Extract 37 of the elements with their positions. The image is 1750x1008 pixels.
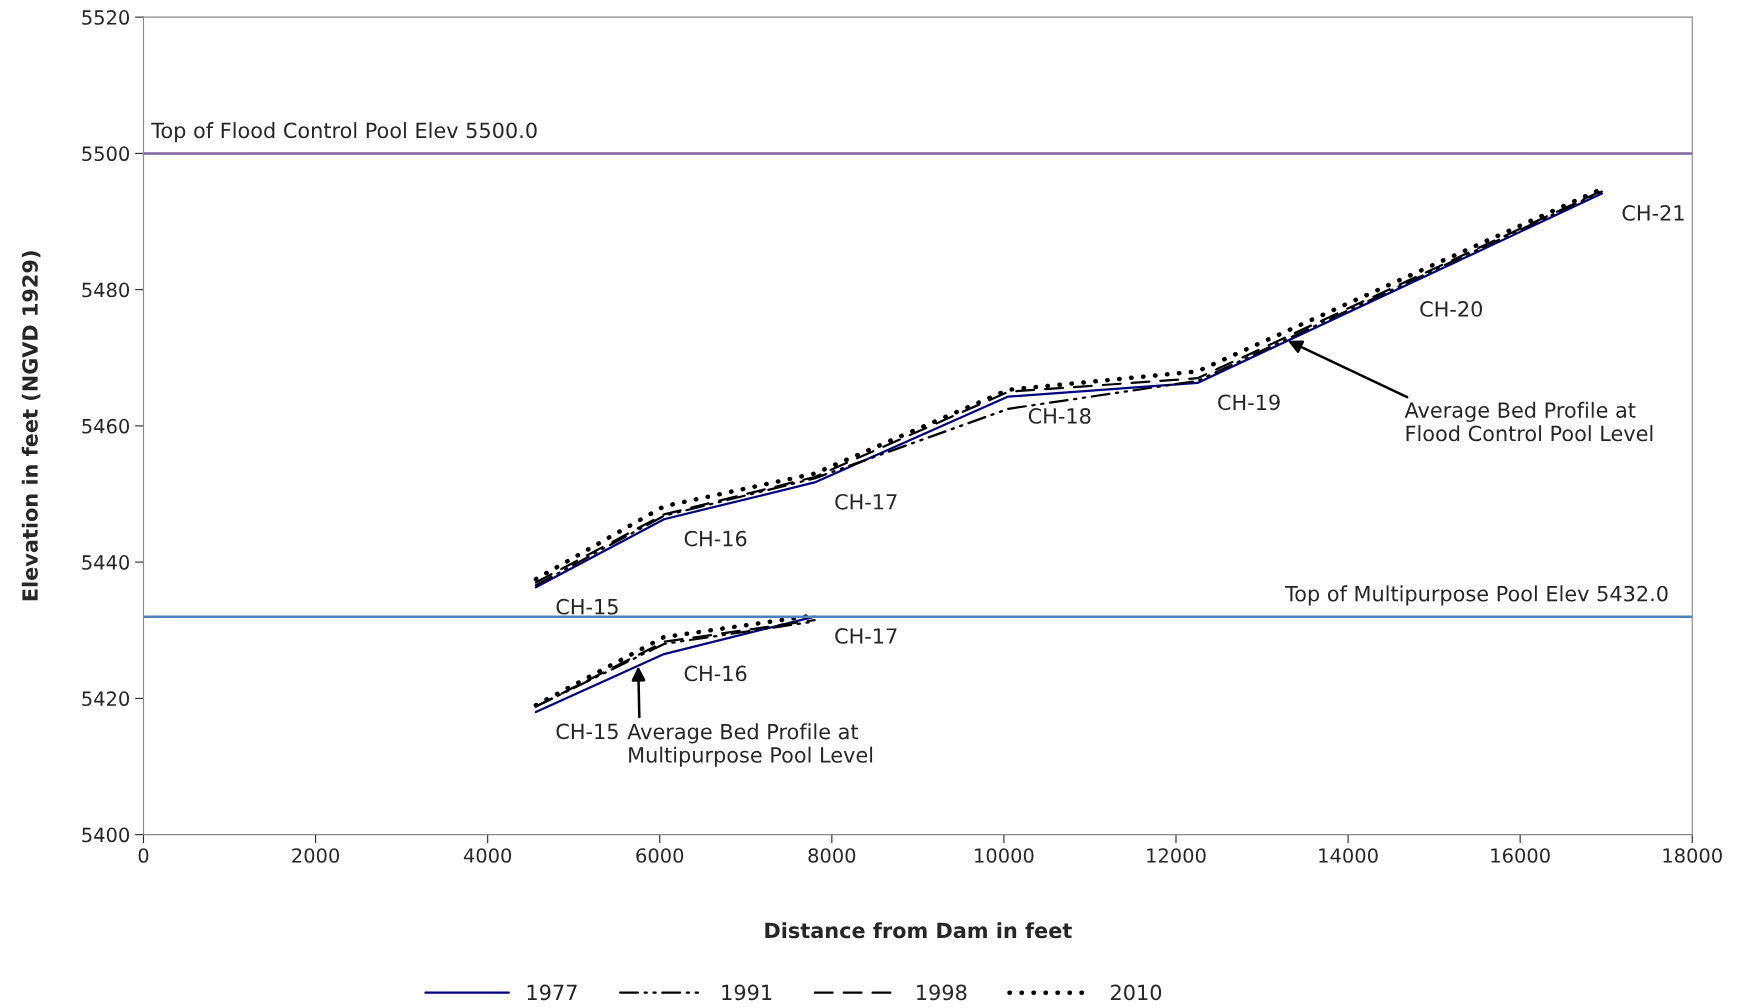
x-tick-label: 2000 [292,848,340,863]
annotation: CH-19 [1218,394,1280,411]
y-tick-label: 5500 [82,146,130,162]
y-axis-title: Elevation in feet (NGVD 1929) [21,251,41,601]
ref-line-label: Top of Multipurpose Pool Elev 5432.0 [1284,585,1668,606]
x-tick-label: 16000 [1491,848,1550,863]
x-tick-label: 4000 [463,848,512,863]
x-tick-label: 12000 [1147,848,1206,863]
annotation: CH-17 [835,493,897,510]
x-tick-label: 6000 [636,848,684,863]
legend-label: 2010 [1111,984,1162,1001]
x-tick-label: 14000 [1319,848,1378,863]
x-tick-label: 0 [138,848,149,863]
x-tick-label: 10000 [975,848,1034,863]
legend-label: 1998 [917,984,967,1001]
annotation: CH-18 [1028,408,1091,424]
y-tick-label: 5440 [82,555,130,570]
ref-line-label: Top of Flood Control Pool Elev 5500.0 [151,122,537,143]
x-axis-title: Distance from Dam in feet [765,922,1072,939]
annotation: Average Bed Profile at Multipurpose Pool Level [627,723,873,767]
legend-label: 1991 [722,984,772,1001]
annotation: Average Bed Profile at Flood Control Pool Level [1404,401,1653,442]
annotation: CH-20 [1420,301,1483,317]
annotation: CH-16 [684,665,747,682]
y-tick-label: 5520 [82,10,130,25]
y-tick-label: 5460 [82,418,130,434]
annotation: CH-17 [835,628,897,644]
legend-label: 1977 [527,984,577,1001]
y-tick-label: 5400 [82,827,130,843]
annotation: CH-15 [556,598,618,615]
x-tick-label: 8000 [808,848,856,863]
annotation: CH-15 [556,723,618,740]
annotation: CH-21 [1622,205,1684,221]
annotation: CH-16 [684,530,747,547]
y-tick-label: 5480 [82,282,130,298]
y-tick-label: 5420 [82,691,130,707]
x-tick-label: 18000 [1663,848,1722,863]
